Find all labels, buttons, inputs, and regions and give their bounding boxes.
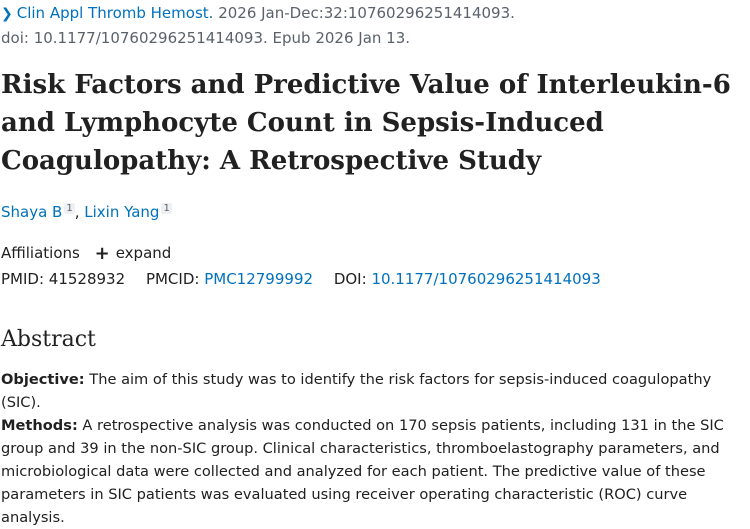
- affiliation-marker[interactable]: 1: [161, 203, 172, 214]
- author-link-shaya-b[interactable]: Shaya B: [1, 203, 63, 221]
- objective-label: Objective:: [1, 371, 85, 388]
- identifiers-row: PMID: 41528932 PMCID: PMC12799992 DOI: 1…: [1, 270, 601, 288]
- author-link-lixin-yang[interactable]: Lixin Yang: [84, 203, 160, 221]
- objective-text: The aim of this study was to identify th…: [1, 371, 712, 411]
- article-title: Risk Factors and Predictive Value of Int…: [1, 70, 731, 176]
- affiliations-row: Affiliations + expand: [1, 242, 172, 264]
- pmcid-link[interactable]: PMC12799992: [204, 270, 314, 288]
- affiliation-marker[interactable]: 1: [64, 203, 75, 214]
- abstract-body: Objective: The aim of this study was to …: [1, 368, 749, 529]
- abstract-objective: Objective: The aim of this study was to …: [1, 368, 749, 414]
- author-separator: ,: [74, 203, 85, 221]
- pmid-value: 41528932: [48, 270, 126, 288]
- abstract-methods: Methods: A retrospective analysis was co…: [1, 414, 749, 529]
- doi-link[interactable]: 10.1177/10760296251414093: [371, 270, 601, 288]
- doi-label: DOI:: [333, 270, 367, 288]
- journal-link[interactable]: Clin Appl Thromb Hemost.: [16, 4, 214, 22]
- doi-epub-line: doi: 10.1177/10760296251414093. Epub 202…: [1, 29, 411, 47]
- pmid-label: PMID:: [1, 270, 45, 288]
- affiliations-label: Affiliations: [1, 244, 80, 262]
- affiliations-expand-button[interactable]: + expand: [94, 243, 172, 264]
- chevron-right-icon[interactable]: ❯: [1, 6, 13, 22]
- pmcid-label: PMCID:: [145, 270, 200, 288]
- expand-label: expand: [115, 244, 172, 262]
- methods-text: A retrospective analysis was conducted o…: [1, 417, 724, 526]
- citation-details: 2026 Jan-Dec:32:10760296251414093.: [218, 4, 515, 22]
- methods-label: Methods:: [1, 417, 78, 434]
- plus-icon: +: [94, 243, 110, 264]
- abstract-heading: Abstract: [1, 327, 96, 352]
- citation-line: ❯ Clin Appl Thromb Hemost. 2026 Jan-Dec:3…: [1, 4, 515, 22]
